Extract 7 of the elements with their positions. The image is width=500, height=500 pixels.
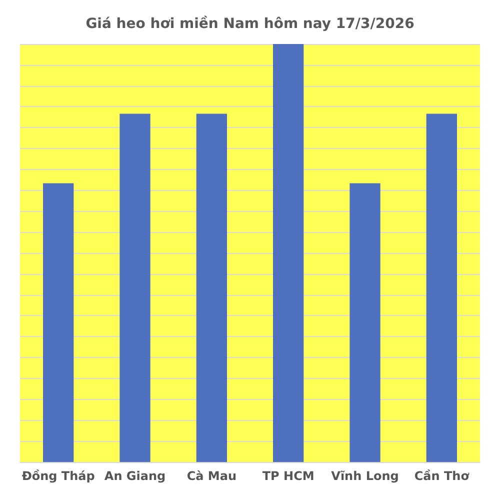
- x-tick-label: Cần Thơ: [414, 469, 470, 483]
- x-tick-label: Đồng Tháp: [22, 469, 96, 483]
- chart-title: Giá heo hơi miền Nam hôm nay 17/3/2026: [86, 15, 414, 32]
- x-tick-label: TP HCM: [262, 469, 314, 483]
- x-tick-label: An Giang: [104, 469, 166, 483]
- x-tick-label: Cà Mau: [186, 469, 237, 483]
- x-tick-label: Vĩnh Long: [331, 469, 399, 483]
